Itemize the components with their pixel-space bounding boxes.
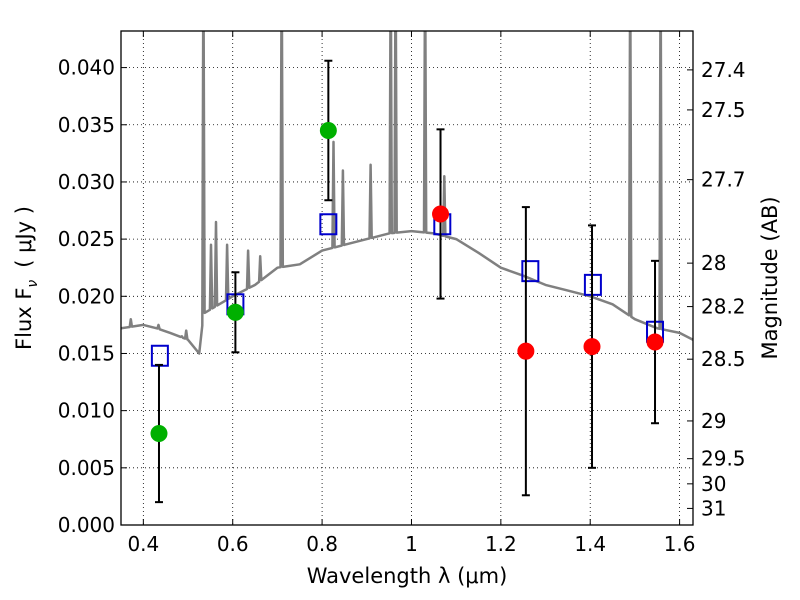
detection-point — [319, 121, 337, 139]
y-axis-label: Flux Fν ( μJy ) — [12, 206, 41, 350]
model-sed-line — [121, 31, 693, 355]
y-tick-label: 0.025 — [58, 227, 115, 251]
plot-area — [121, 31, 693, 504]
y-tick-label: 0.040 — [58, 56, 115, 80]
tick-labels: 0.4 0.6 0.8 1 1.2 1.4 1.6 0.000 0.005 0.010 0.015 0… — [58, 56, 746, 556]
y-tick-label: 0.000 — [58, 513, 115, 537]
mag-tick-label: 28.5 — [701, 347, 746, 371]
y-tick-label: 0.005 — [58, 456, 115, 480]
mag-tick-label: 30 — [701, 472, 726, 496]
x-tick-label: 1.4 — [574, 532, 606, 556]
mag-tick-label: 27.5 — [701, 98, 746, 122]
mag-tick-label: 28 — [701, 251, 726, 275]
y-axis-label-main: Flux F — [12, 288, 36, 350]
model-photometry-square — [150, 344, 169, 367]
x-tick-label: 0.8 — [306, 532, 338, 556]
upper-limit-point — [517, 342, 535, 360]
upper-limit-point — [646, 333, 664, 351]
mag-tick-label: 29 — [701, 409, 726, 433]
x-tick-label: 1.2 — [485, 532, 517, 556]
y-tick-label: 0.030 — [58, 170, 115, 194]
y-tick-label: 0.010 — [58, 399, 115, 423]
mag-tick-label: 31 — [701, 496, 726, 520]
y-tick-label: 0.035 — [58, 113, 115, 137]
mag-tick-label: 27.4 — [701, 58, 746, 82]
mag-tick-label: 29.5 — [701, 447, 746, 471]
y2-axis-label: Magnitude (AB) — [758, 196, 782, 359]
x-tick-label: 0.6 — [217, 532, 249, 556]
x-tick-label: 1.6 — [664, 532, 696, 556]
y-tick-label: 0.020 — [58, 284, 115, 308]
model-photometry-square — [319, 213, 338, 236]
x-axis-label: Wavelength λ (μm) — [307, 564, 508, 588]
y-axis-label-unit: ( μJy ) — [12, 206, 36, 268]
grid — [121, 31, 693, 526]
upper-limit-point — [432, 205, 450, 223]
plot-frame — [120, 30, 694, 526]
x-tick-label: 0.4 — [127, 532, 159, 556]
axis-ticks — [121, 31, 693, 526]
y-tick-label: 0.015 — [58, 341, 115, 365]
detection-point — [150, 425, 168, 443]
detection-point — [226, 303, 244, 321]
upper-limit-point — [583, 338, 601, 356]
mag-tick-label: 28.2 — [701, 295, 746, 319]
model-photometry-square — [521, 260, 540, 283]
mag-tick-label: 27.7 — [701, 168, 746, 192]
y-axis-label-sub: ν — [25, 280, 41, 288]
x-tick-label: 1 — [405, 532, 418, 556]
